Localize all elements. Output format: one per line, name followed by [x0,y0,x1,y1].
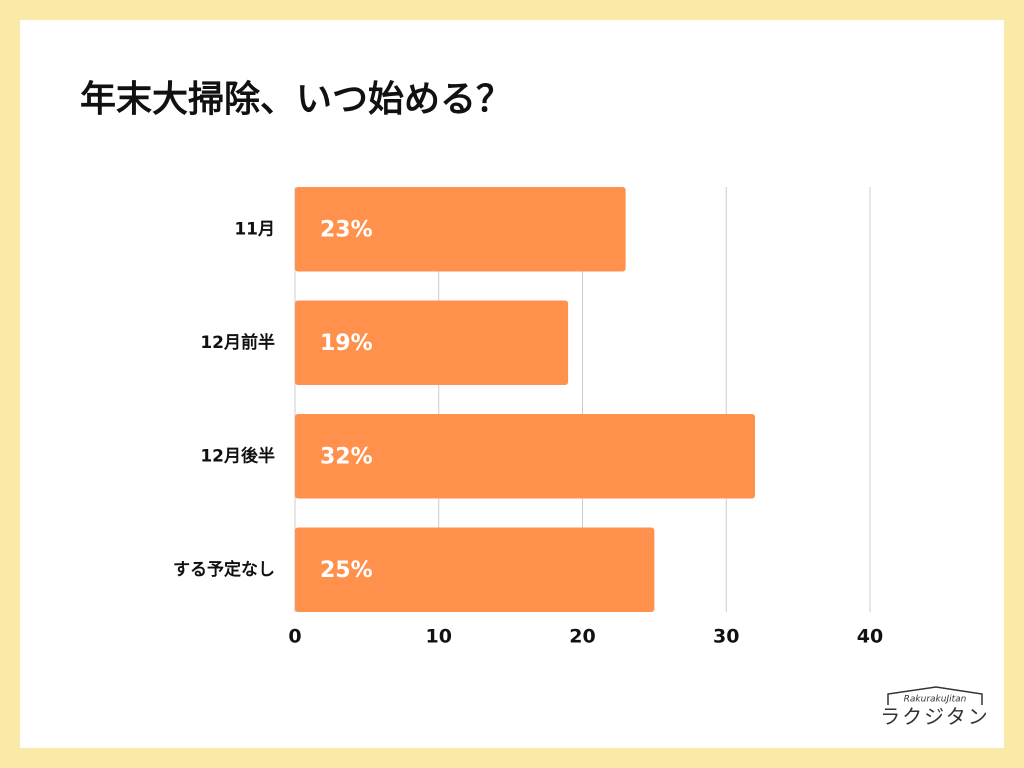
value-label: 23% [320,217,373,242]
logo-kana: ラクジタン [880,705,990,729]
x-tick-label: 30 [713,626,739,648]
chart-title: 年末大掃除、いつ始める？ [80,79,512,120]
logo-latin: RakurakuJitan [904,695,967,705]
value-label: 32% [320,444,373,469]
bar [295,527,655,612]
x-tick-label: 0 [288,626,301,648]
bar [295,187,626,272]
value-label: 19% [320,331,373,356]
logo: RakurakuJitan ラクジタン [880,686,990,729]
y-tick-label: する予定なし [173,559,275,580]
bar [295,414,755,499]
logo-roof [887,686,983,705]
y-tick-label: 12月後半 [200,445,275,466]
y-tick-label: 12月前半 [200,332,275,353]
value-label: 25% [320,558,373,583]
y-tick-label: 11月 [234,219,275,239]
bar [295,300,569,385]
x-tick-label: 40 [857,626,883,648]
x-tick-label: 10 [426,626,452,648]
x-tick-label: 20 [569,626,595,648]
